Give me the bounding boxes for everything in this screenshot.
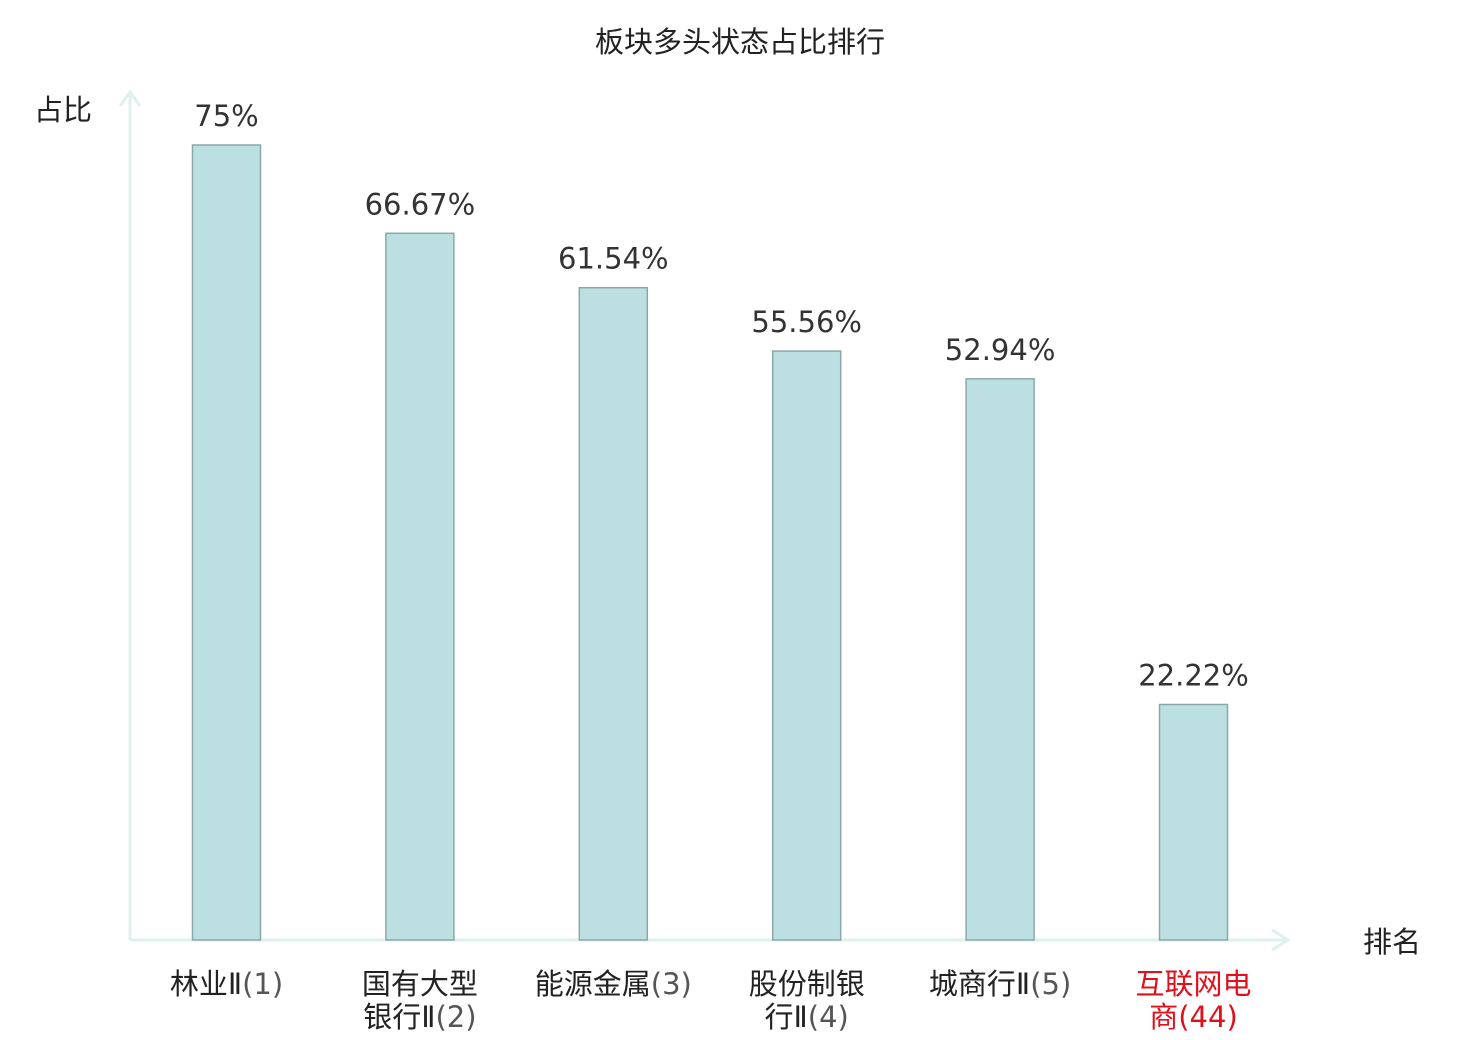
category-label-2: 国有大型银行Ⅱ(2) [362, 967, 478, 1034]
bar-1 [191, 144, 262, 941]
value-labels-group: 75% 66.67% 61.54% 55.56% 52.94% 22.22% [194, 99, 1249, 693]
value-label-6: 22.22% [1138, 659, 1249, 693]
y-axis-label: 占比 [34, 93, 92, 127]
value-label-2: 66.67% [365, 187, 476, 221]
bar-6 [1158, 703, 1229, 941]
bar-4 [771, 350, 842, 941]
y-axis-arrow [118, 89, 142, 107]
bar-2 [385, 232, 455, 941]
category-labels-group: 林业Ⅱ(1) 国有大型银行Ⅱ(2) 能源金属(3) 股份制银行Ⅱ(4) 城商行Ⅱ(5) 互… [170, 967, 1252, 1034]
category-label-6: 互联网电商(44) [1135, 967, 1251, 1034]
x-axis-label: 排名 [1363, 925, 1421, 959]
value-label-1: 75% [194, 99, 258, 133]
value-label-4: 55.56% [751, 305, 862, 339]
value-label-3: 61.54% [558, 242, 669, 276]
chart-title: 板块多头状态占比排行 [595, 25, 885, 59]
value-label-5: 52.94% [945, 333, 1056, 367]
category-label-3: 能源金属(3) [535, 967, 692, 1001]
category-label-5: 城商行Ⅱ(5) [929, 967, 1071, 1001]
bar-5 [965, 378, 1035, 941]
x-axis-arrow [1271, 928, 1291, 952]
bars-group [191, 144, 1229, 941]
category-label-4: 股份制银行Ⅱ(4) [749, 967, 865, 1034]
category-label-1: 林业Ⅱ(1) [170, 967, 283, 1001]
bar-3 [578, 286, 649, 941]
